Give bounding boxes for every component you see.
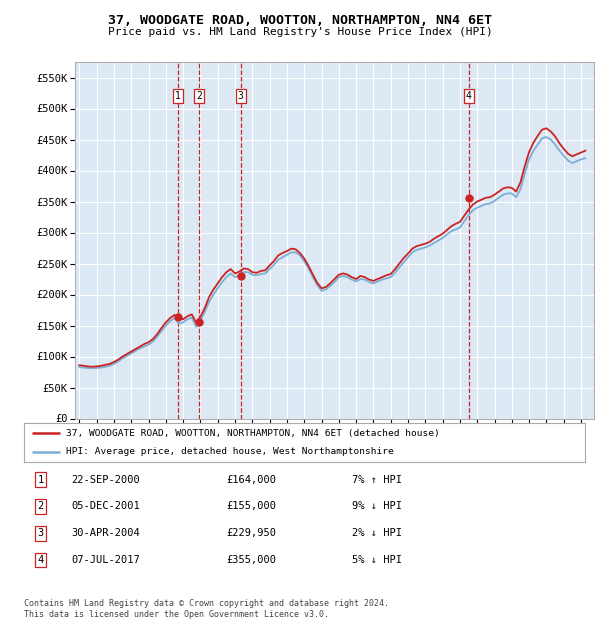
- Text: 05-DEC-2001: 05-DEC-2001: [71, 502, 140, 512]
- Text: £229,950: £229,950: [226, 528, 276, 538]
- Text: £355,000: £355,000: [226, 555, 276, 565]
- Text: 3: 3: [38, 528, 44, 538]
- Text: 3: 3: [238, 91, 244, 101]
- Text: Contains HM Land Registry data © Crown copyright and database right 2024.
This d: Contains HM Land Registry data © Crown c…: [24, 600, 389, 619]
- Text: 30-APR-2004: 30-APR-2004: [71, 528, 140, 538]
- Text: 2% ↓ HPI: 2% ↓ HPI: [352, 528, 402, 538]
- Text: 1: 1: [38, 475, 44, 485]
- Text: 07-JUL-2017: 07-JUL-2017: [71, 555, 140, 565]
- Text: 4: 4: [466, 91, 472, 101]
- Text: £164,000: £164,000: [226, 475, 276, 485]
- Text: 5% ↓ HPI: 5% ↓ HPI: [352, 555, 402, 565]
- Text: 37, WOODGATE ROAD, WOOTTON, NORTHAMPTON, NN4 6ET (detached house): 37, WOODGATE ROAD, WOOTTON, NORTHAMPTON,…: [66, 429, 440, 438]
- Text: HPI: Average price, detached house, West Northamptonshire: HPI: Average price, detached house, West…: [66, 448, 394, 456]
- Text: 2: 2: [196, 91, 202, 101]
- Text: 37, WOODGATE ROAD, WOOTTON, NORTHAMPTON, NN4 6ET: 37, WOODGATE ROAD, WOOTTON, NORTHAMPTON,…: [108, 14, 492, 27]
- Text: 9% ↓ HPI: 9% ↓ HPI: [352, 502, 402, 512]
- Text: 2: 2: [38, 502, 44, 512]
- Text: £155,000: £155,000: [226, 502, 276, 512]
- Text: 22-SEP-2000: 22-SEP-2000: [71, 475, 140, 485]
- Text: Price paid vs. HM Land Registry's House Price Index (HPI): Price paid vs. HM Land Registry's House …: [107, 27, 493, 37]
- Text: 7% ↑ HPI: 7% ↑ HPI: [352, 475, 402, 485]
- Text: 1: 1: [175, 91, 181, 101]
- Text: 4: 4: [38, 555, 44, 565]
